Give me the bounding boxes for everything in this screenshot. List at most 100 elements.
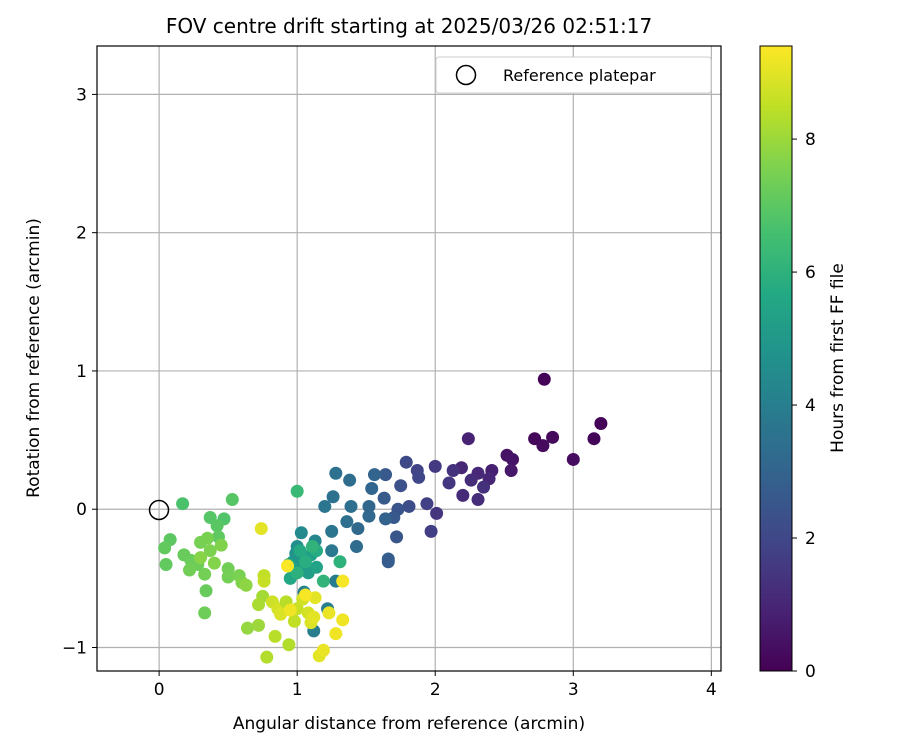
data-point (260, 650, 274, 664)
data-point (198, 567, 212, 581)
data-point (200, 531, 214, 545)
data-point (365, 481, 379, 495)
y-tick-label: 2 (76, 224, 87, 244)
data-point (506, 452, 520, 466)
colorbar-label: Hours from first FF file (828, 263, 848, 453)
data-point (362, 509, 376, 523)
y-tick-label: 1 (76, 362, 87, 382)
data-point (420, 497, 434, 511)
colorbar: 0 2 4 6 8 Hours from first FF file (759, 45, 848, 682)
legend-marker (455, 64, 477, 86)
data-point (594, 416, 608, 430)
data-point (336, 574, 350, 588)
data-point (428, 459, 442, 473)
data-point (362, 499, 376, 513)
data-point (203, 544, 217, 558)
data-point (399, 455, 413, 469)
data-point (298, 555, 312, 569)
data-point (461, 432, 475, 446)
data-point (333, 555, 347, 569)
reference-platepar-marker (148, 499, 170, 521)
data-point (240, 621, 254, 635)
data-point (159, 558, 173, 572)
data-point (298, 588, 312, 602)
y-tick-label: 3 (76, 85, 87, 105)
data-point (477, 480, 491, 494)
data-point (446, 464, 460, 478)
data-point (316, 574, 330, 588)
data-point (390, 530, 404, 544)
data-point (307, 610, 321, 624)
colorbar-tick-label: 8 (805, 130, 816, 150)
colorbar-tick-label: 0 (805, 662, 816, 682)
legend-entry-label: Reference platepar (503, 66, 656, 85)
data-point (329, 466, 343, 480)
colorbar-gradient (759, 45, 793, 672)
data-point (504, 464, 518, 478)
data-point (402, 499, 416, 513)
data-point (287, 614, 301, 628)
data-point (546, 430, 560, 444)
data-point (379, 512, 393, 526)
data-point (379, 468, 393, 482)
data-point (290, 484, 304, 498)
y-tick-label: 0 (76, 500, 87, 520)
data-point (367, 468, 381, 482)
colorbar-tick-label: 6 (805, 263, 816, 283)
data-point (199, 584, 213, 598)
data-point (305, 540, 319, 554)
data-point (182, 563, 196, 577)
data-point (210, 519, 224, 533)
x-tick-label: 1 (292, 680, 303, 700)
data-point (198, 606, 212, 620)
data-point (281, 559, 295, 573)
x-tick-label: 3 (568, 680, 579, 700)
data-point (344, 499, 358, 513)
data-point (377, 491, 391, 505)
y-axis-label: Rotation from reference (arcmin) (24, 218, 44, 498)
data-point (424, 524, 438, 538)
data-point (536, 439, 550, 453)
data-point (471, 493, 485, 507)
data-point (351, 522, 365, 536)
data-points (158, 372, 608, 664)
data-point (257, 574, 271, 588)
data-point (207, 556, 221, 570)
data-point (537, 372, 551, 386)
data-point (239, 578, 253, 592)
data-point (158, 541, 172, 555)
data-point (343, 473, 357, 487)
data-point (293, 544, 307, 558)
data-point (290, 566, 304, 580)
data-point (283, 603, 297, 617)
colorbar-tick-label: 4 (805, 396, 816, 416)
chart-title: FOV centre drift starting at 2025/03/26 … (166, 14, 652, 38)
data-point (587, 432, 601, 446)
data-point (254, 522, 268, 536)
data-point (336, 613, 350, 627)
data-point (316, 643, 330, 657)
data-point (268, 629, 282, 643)
data-point (252, 598, 266, 612)
x-tick-label: 0 (154, 680, 165, 700)
data-point (442, 476, 456, 490)
colorbar-ticks: 0 2 4 6 8 (792, 130, 816, 682)
axis-ticks: 0 1 2 3 4 −1 0 1 2 3 (62, 85, 717, 700)
data-point (412, 470, 426, 484)
data-point (176, 497, 190, 511)
data-point (381, 555, 395, 569)
data-point (325, 524, 339, 538)
x-axis-label: Angular distance from reference (arcmin) (233, 714, 585, 734)
data-point (326, 490, 340, 504)
data-point (252, 618, 266, 632)
data-point (310, 560, 324, 574)
legend: Reference platepar (435, 56, 712, 94)
data-point (350, 540, 364, 554)
data-point (464, 473, 478, 487)
data-point (294, 526, 308, 540)
data-point (282, 638, 296, 652)
x-tick-label: 2 (430, 680, 441, 700)
y-tick-label: −1 (62, 638, 87, 658)
legend-box (435, 56, 712, 94)
